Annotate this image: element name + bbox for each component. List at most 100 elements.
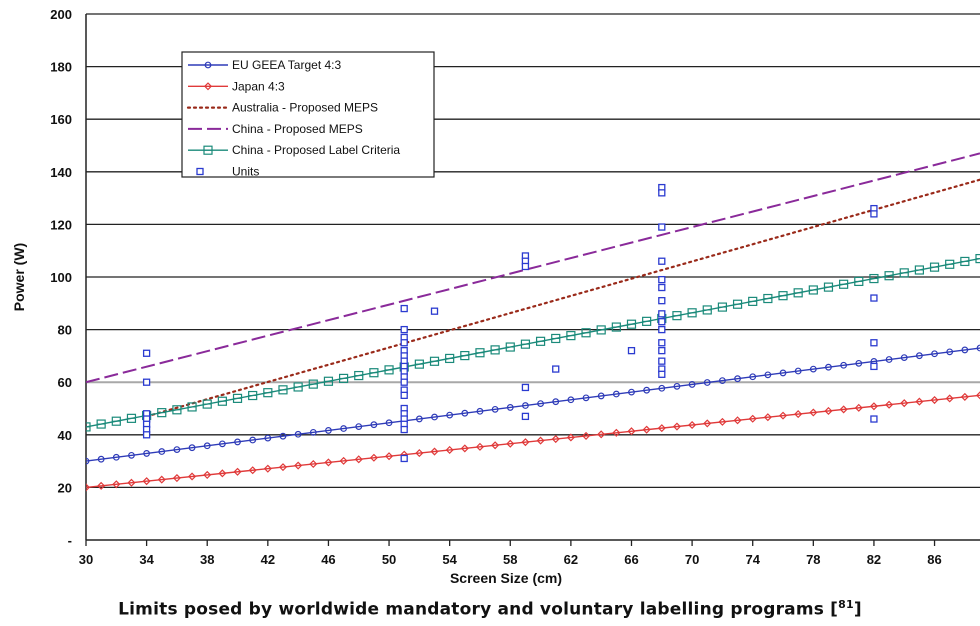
series-japan-4-3-marker (885, 400, 894, 409)
series-japan-4-3-marker (475, 442, 485, 451)
series-eu-geea-target-4-3-marker (764, 371, 772, 379)
x-tick-46: 46 (321, 552, 335, 567)
unit-point-52 (870, 339, 878, 347)
series-eu-geea-target-4-3-marker (97, 455, 105, 463)
unit-point-44 (658, 339, 666, 347)
axes (85, 14, 980, 546)
x-tick-62: 62 (564, 552, 578, 567)
series-eu-geea-target-4-3-marker (961, 346, 969, 354)
series-japan-4-3-marker (142, 477, 151, 486)
unit-point-19 (400, 391, 408, 400)
legend-japan-4-3-marker (203, 82, 213, 91)
series-eu-geea-target-4-3-marker (567, 396, 575, 404)
y-tick-140: 140 (50, 165, 72, 180)
series-japan-4-3-marker (657, 424, 666, 433)
series-eu-geea-target-4-3-marker (188, 444, 196, 452)
series-japan-4-3-marker (642, 425, 651, 434)
unit-point-31 (521, 412, 530, 421)
y-tick-100: 100 (50, 270, 72, 285)
series-china-proposed-meps-line (86, 152, 980, 384)
series-eu-geea-target-4-3-marker (825, 363, 832, 371)
legend-entry-japan-4-3: Japan 4:3 (232, 79, 285, 93)
series-japan-4-3-marker (672, 422, 681, 431)
y-tick-180: 180 (50, 60, 72, 75)
series-eu-geea-target-4-3-marker (340, 425, 347, 432)
unit-point-54 (870, 415, 878, 423)
x-tick-66: 66 (624, 552, 638, 567)
series-japan-4-3-marker (385, 452, 394, 461)
series-eu-geea-target-4-3-marker (658, 384, 666, 392)
unit-point-43 (658, 325, 666, 334)
series-eu-geea-target-4-3-marker (703, 379, 711, 386)
series-eu-geea-target-4-3-marker (385, 419, 393, 427)
unit-point-33 (627, 346, 636, 355)
series-eu-geea-target-4-3-marker (643, 386, 651, 394)
unit-point-17 (400, 378, 408, 386)
series-japan-4-3-marker (112, 480, 121, 489)
x-tick-42: 42 (261, 552, 275, 567)
series-eu-geea-target-4-3-marker (325, 427, 332, 434)
unit-point-48 (658, 370, 666, 378)
x-tick-34: 34 (139, 552, 154, 567)
series-eu-geea-target-4-3-marker (249, 436, 257, 444)
y-tick-120: 120 (50, 217, 72, 232)
y-tick-0: - (68, 533, 72, 548)
y-tick-40: 40 (58, 428, 72, 443)
legend-entry-units: Units (232, 165, 259, 179)
series-japan-4-3-marker (369, 453, 378, 462)
series-eu-geea-target-4-3-marker (688, 381, 696, 388)
series-eu-geea-target-4-3-marker (628, 388, 635, 396)
series-japan-4-3-marker (551, 434, 560, 444)
series-japan-4-3-marker (839, 405, 848, 414)
unit-point-35 (658, 189, 666, 197)
series-eu-geea-target-4-3-marker (415, 415, 423, 423)
unit-point-29 (521, 262, 530, 271)
unit-point-36 (658, 223, 666, 231)
series-japan-4-3-marker (445, 445, 454, 455)
unit-point-37 (658, 257, 666, 265)
series-eu-geea-target-4-3-marker (355, 423, 363, 430)
series-japan-4-3-marker (794, 410, 803, 419)
legend-units-marker (196, 167, 204, 176)
unit-point-39 (658, 283, 666, 292)
series-eu-geea-target-4-3-marker (279, 432, 287, 440)
series-japan-4-3-marker (415, 449, 424, 458)
series-japan-4-3-marker (612, 428, 621, 437)
series-eu-geea-target-4-3-marker (855, 359, 863, 367)
series-japan-4-3-marker (203, 470, 212, 479)
series-eu-geea-target-4-3-marker (112, 453, 120, 461)
series-japan-4-3-marker (900, 399, 909, 408)
series-eu-geea-target-4-3-marker (946, 348, 954, 356)
series-eu-geea-target-4-3-marker (749, 373, 757, 381)
caption-reference: 81 (838, 598, 854, 611)
series-eu-geea-target-4-3-marker (491, 405, 499, 413)
series-eu-geea-target-4-3-marker (612, 390, 620, 398)
unit-point-45 (658, 346, 666, 355)
unit-point-38 (658, 275, 666, 284)
series-japan-4-3-marker (233, 467, 242, 476)
unit-point-50 (870, 210, 878, 218)
series-japan-4-3-marker (778, 411, 788, 420)
series-eu-geea-target-4-3-marker (976, 344, 980, 352)
y-axis-label: Power (W) (11, 243, 27, 311)
legend-eu-geea-target-4-3-marker (204, 61, 212, 69)
series-eu-geea-target-4-3-marker (128, 451, 135, 459)
x-tick-86: 86 (927, 552, 941, 567)
x-tick-70: 70 (685, 552, 699, 567)
series-eu-geea-target-4-3-marker (931, 350, 938, 358)
series-japan-4-3-marker (157, 475, 166, 484)
series-eu-geea-target-4-3-marker (203, 442, 211, 450)
series-eu-geea-target-4-3-marker (158, 448, 166, 455)
x-tick-50: 50 (382, 552, 396, 567)
series-eu-geea-target-4-3-marker (264, 434, 272, 442)
series-japan-4-3-marker (627, 427, 636, 436)
unit-point-8 (400, 325, 408, 334)
x-tick-54: 54 (442, 552, 457, 567)
series-eu-geea-target-4-3-marker (597, 392, 605, 400)
series-japan-4-3-marker (960, 392, 969, 401)
series-japan-4-3-marker (324, 458, 333, 467)
series-eu-geea-target-4-3-marker (309, 428, 317, 436)
units-scatter (142, 183, 878, 463)
x-axis-label: Screen Size (cm) (450, 570, 562, 586)
legend-entry-eu-geea-target-4-3: EU GEEA Target 4:3 (232, 58, 341, 72)
